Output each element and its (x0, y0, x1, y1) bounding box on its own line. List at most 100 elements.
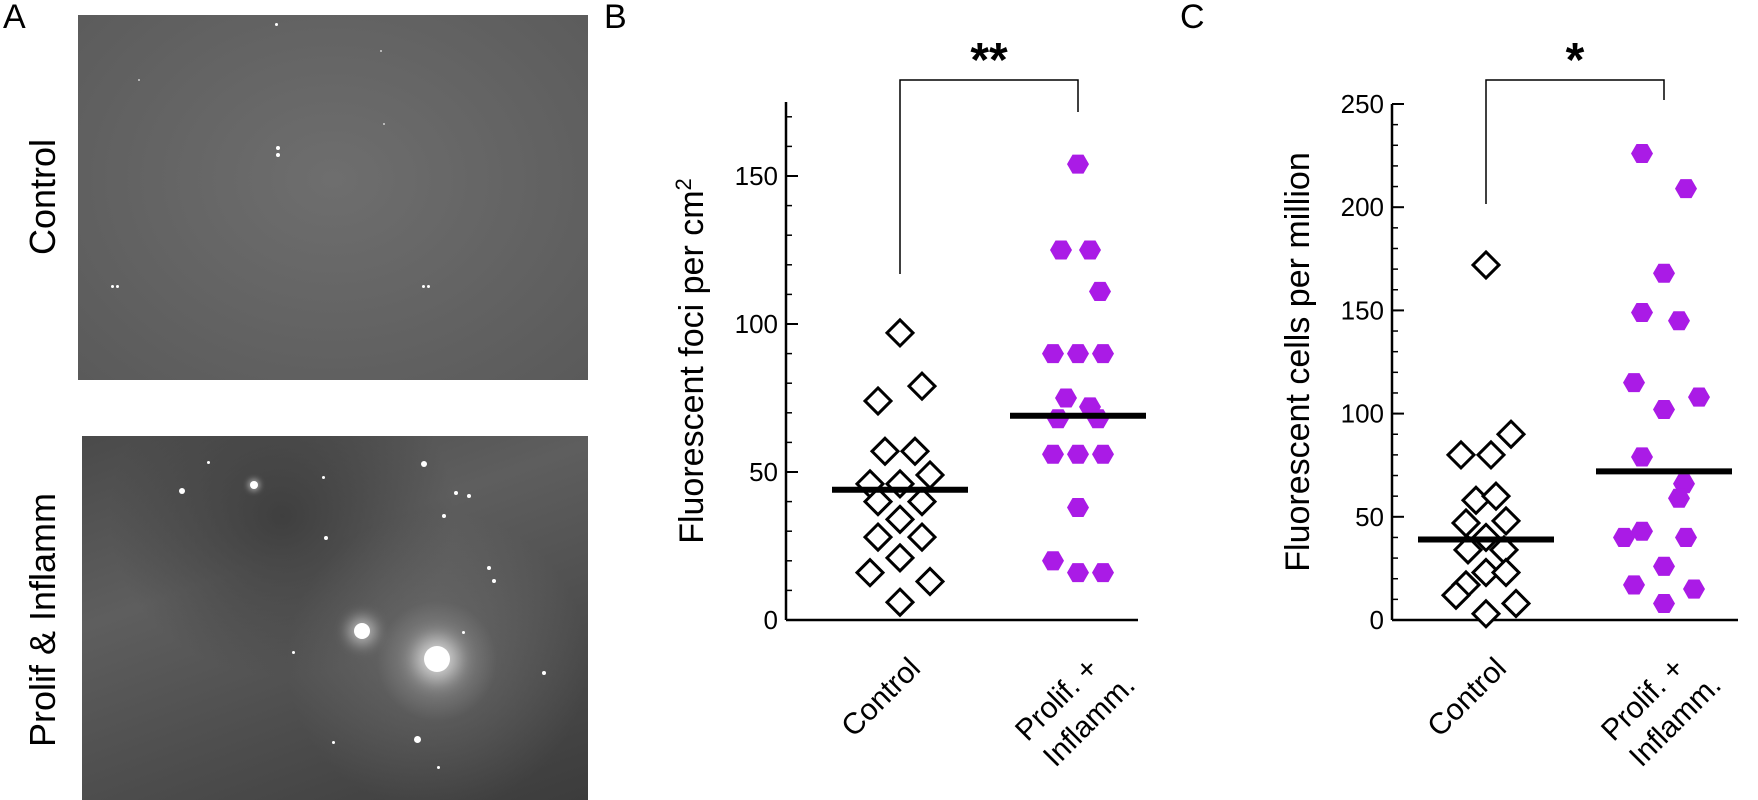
treated-data-point (1613, 527, 1635, 547)
significance-stars: * (1566, 34, 1585, 87)
y-axis-label-superscript: 2 (671, 178, 696, 190)
treated-data-point (1042, 344, 1064, 364)
treated-data-point (1653, 399, 1675, 419)
treated-data-point (1623, 575, 1645, 595)
y-tick-label: 50 (749, 457, 778, 487)
y-tick-label: 150 (1341, 295, 1384, 325)
control-micrograph (78, 15, 588, 380)
control-data-point (884, 542, 916, 573)
bright-spot (424, 646, 450, 672)
bright-spot (414, 736, 421, 743)
foci-scatter-chart: 0 50 100 150 Fluorescent foci per cm2 Control… (671, 34, 1146, 773)
treated-data-point (1089, 281, 1111, 301)
bright-spot (542, 671, 546, 675)
bright-spot (116, 285, 119, 288)
treated-data-point (1631, 302, 1653, 322)
x-category-label: Prolif. +Inflamm. (1595, 642, 1728, 775)
x-category-label: Control (835, 652, 927, 744)
treated-data-point (1055, 388, 1077, 408)
bright-spot (275, 23, 278, 26)
bright-spot (462, 631, 465, 634)
significance-bracket (899, 79, 1079, 274)
treated-data-point (1067, 154, 1089, 174)
treated-data-point (1653, 263, 1675, 283)
control-data-point (906, 486, 938, 517)
control-data-point (906, 371, 938, 402)
panel-b-letter: B (604, 0, 627, 36)
bright-spot (492, 579, 496, 583)
control-data-point (1440, 580, 1472, 611)
prolif-inflamm-micrograph (82, 436, 588, 800)
treated-data-point (1067, 444, 1089, 464)
bright-spot (380, 50, 382, 52)
treated-data-point (1092, 344, 1114, 364)
control-data-point (884, 317, 916, 349)
bright-spot (250, 481, 258, 489)
control-data-point (914, 566, 946, 597)
bright-spot (427, 285, 430, 288)
significance-stars: ** (970, 34, 1008, 87)
control-data-point (1475, 439, 1507, 471)
bright-spot (422, 285, 425, 288)
control-data-point (906, 521, 938, 553)
control-data-point (1452, 534, 1484, 565)
control-data-point (899, 436, 931, 467)
y-tick-label: 100 (1341, 399, 1384, 429)
control-data-point (1500, 588, 1532, 619)
bright-spot (276, 153, 280, 157)
y-tick-label: 0 (1370, 605, 1384, 635)
bright-spot (138, 79, 140, 81)
control-data-point (884, 504, 916, 535)
treated-data-point (1675, 527, 1697, 547)
bright-spot (383, 123, 385, 125)
y-tick-label: 250 (1341, 89, 1384, 119)
control-data-point (1445, 439, 1477, 471)
treated-data-point (1042, 551, 1064, 571)
control-data-point (1470, 557, 1502, 588)
bright-spot (324, 536, 328, 540)
y-axis-label: Fluorescent foci per cm2 (671, 178, 712, 544)
treated-data-point (1683, 579, 1705, 599)
control-data-point (854, 557, 886, 588)
panel-c-letter: C (1180, 0, 1205, 36)
bright-spot (467, 494, 471, 498)
control-data-point (862, 385, 894, 417)
x-category-label: Control (1421, 652, 1513, 744)
treated-data-point (1631, 447, 1653, 467)
treated-data-point (1623, 373, 1645, 393)
control-data-point (914, 459, 946, 491)
control-data-point (884, 587, 916, 618)
treated-data-point (1092, 563, 1114, 583)
treated-data-point (1688, 387, 1710, 407)
y-tick-label: 200 (1341, 192, 1384, 222)
treated-data-point (1079, 240, 1101, 260)
treated-data-point (1653, 556, 1675, 576)
treated-data-point (1631, 144, 1653, 164)
control-data-point (884, 468, 916, 499)
treated-data-point (1050, 240, 1072, 260)
x-category-label-line: Control (1421, 652, 1513, 744)
control-data-point (1495, 419, 1527, 450)
bright-spot (332, 741, 335, 744)
treated-data-point (1067, 563, 1089, 583)
control-data-point (1470, 249, 1502, 281)
y-axis-label: Fluorescent cells per million (1279, 152, 1317, 572)
bright-spot (179, 488, 185, 494)
bright-spot (292, 651, 295, 654)
treated-data-point (1067, 344, 1089, 364)
treated-data-point (1675, 179, 1697, 199)
treated-data-point (1653, 593, 1675, 614)
treated-data-point (1631, 521, 1653, 541)
y-tick-label: 100 (735, 309, 778, 339)
control-data-point (1480, 481, 1512, 512)
bright-spot (354, 623, 370, 639)
prolif-row-label: Prolif & Inflamm (22, 492, 63, 748)
treated-data-point (1092, 444, 1114, 464)
control-data-point (869, 436, 901, 467)
treated-data-point (1042, 444, 1064, 464)
control-data-point (1490, 557, 1522, 588)
bright-spot (437, 766, 440, 769)
treated-data-point (1673, 474, 1695, 494)
bright-spot (111, 285, 114, 288)
x-category-label-line: Control (835, 652, 927, 744)
